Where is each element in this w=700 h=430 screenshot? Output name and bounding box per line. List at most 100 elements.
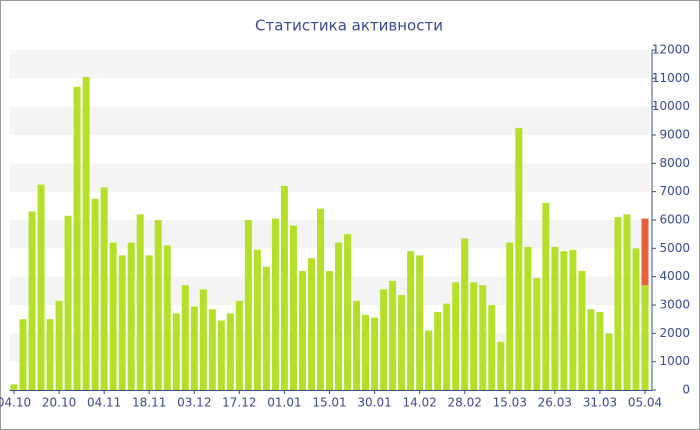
y-tick-label: 1000 xyxy=(659,354,690,368)
y-tick-label: 4000 xyxy=(659,269,690,283)
bar xyxy=(596,312,604,390)
bar xyxy=(524,246,532,390)
y-tick-label: 10000 xyxy=(652,99,690,113)
y-tick-label: 9000 xyxy=(659,128,690,142)
grid-band xyxy=(9,163,650,192)
bar xyxy=(55,300,63,390)
bar xyxy=(163,245,171,390)
bar xyxy=(82,76,90,391)
bar xyxy=(641,285,649,390)
bar xyxy=(470,282,478,390)
y-tick-label: 7000 xyxy=(659,184,690,198)
x-tick-label: 03.12 xyxy=(177,396,211,410)
bar xyxy=(542,203,550,390)
bar xyxy=(226,313,234,390)
y-tick-label: 5000 xyxy=(659,241,690,255)
x-tick-label: 15.03 xyxy=(493,396,527,410)
y-tick-label: 6000 xyxy=(659,213,690,227)
bar xyxy=(389,280,397,390)
bar xyxy=(19,319,27,390)
bar xyxy=(298,271,306,390)
x-tick-label: 31.03 xyxy=(583,396,617,410)
bar xyxy=(127,242,135,390)
bar xyxy=(10,384,18,390)
bar xyxy=(262,266,270,390)
x-tick-label: 30.01 xyxy=(357,396,391,410)
bar xyxy=(280,186,288,390)
bar xyxy=(353,300,361,390)
x-tick-label: 17.12 xyxy=(222,396,256,410)
bar xyxy=(181,285,189,390)
bar xyxy=(560,251,568,390)
bar xyxy=(235,300,243,390)
bar xyxy=(91,198,99,390)
y-tick-label: 0 xyxy=(682,383,690,397)
bar xyxy=(443,303,451,390)
bar xyxy=(425,330,433,390)
bar xyxy=(190,306,198,390)
bar xyxy=(335,242,343,390)
x-tick-label: 15.01 xyxy=(312,396,346,410)
bar xyxy=(380,289,388,390)
bar xyxy=(605,333,613,390)
bar xyxy=(109,242,117,390)
x-tick-label: 05.04 xyxy=(628,396,662,410)
bar xyxy=(479,285,487,390)
bar xyxy=(551,246,559,390)
bar xyxy=(154,220,162,390)
bar xyxy=(199,289,207,390)
x-tick-label: 28.02 xyxy=(448,396,482,410)
bar xyxy=(100,187,108,390)
grid-band xyxy=(9,50,650,79)
bar xyxy=(497,341,505,390)
y-tick-label: 12000 xyxy=(652,43,690,57)
bar xyxy=(398,295,406,390)
bar xyxy=(64,215,72,390)
bar xyxy=(515,127,523,391)
bar xyxy=(172,313,180,390)
bar xyxy=(208,309,216,390)
y-tick-label: 11000 xyxy=(652,71,690,85)
bar xyxy=(326,271,333,390)
grid-band xyxy=(9,106,650,135)
y-tick-label: 3000 xyxy=(659,298,690,312)
x-tick-label: 26.03 xyxy=(538,396,572,410)
bar xyxy=(307,258,315,390)
x-tick-label: 18.11 xyxy=(132,396,166,410)
bar xyxy=(271,218,279,390)
bar xyxy=(416,255,424,390)
x-tick-label: 04.10 xyxy=(0,396,31,410)
x-tick-label: 20.10 xyxy=(42,396,76,410)
bar xyxy=(533,278,541,390)
bar xyxy=(434,312,442,390)
bar xyxy=(28,211,36,390)
y-tick-label: 8000 xyxy=(659,156,690,170)
bar xyxy=(316,208,324,390)
bar xyxy=(641,218,649,286)
chart-title: Статистика активности xyxy=(255,17,443,35)
bar xyxy=(461,238,469,390)
bar xyxy=(623,214,631,390)
bar xyxy=(73,86,81,390)
x-tick-label: 14.02 xyxy=(402,396,436,410)
bar xyxy=(632,248,640,390)
bar xyxy=(46,319,54,390)
bar xyxy=(488,305,496,390)
bar xyxy=(614,217,622,390)
x-tick-label: 04.11 xyxy=(87,396,121,410)
bar xyxy=(452,282,460,390)
bar xyxy=(569,249,577,390)
bar xyxy=(587,309,595,390)
bar xyxy=(118,255,126,390)
bar xyxy=(506,242,514,390)
bar xyxy=(362,314,370,390)
bar xyxy=(244,220,252,390)
bar xyxy=(371,317,379,390)
bar xyxy=(136,214,144,390)
bar xyxy=(578,271,586,390)
bar xyxy=(253,249,261,390)
bar xyxy=(289,225,297,390)
bar xyxy=(407,251,415,390)
bar xyxy=(344,234,352,390)
